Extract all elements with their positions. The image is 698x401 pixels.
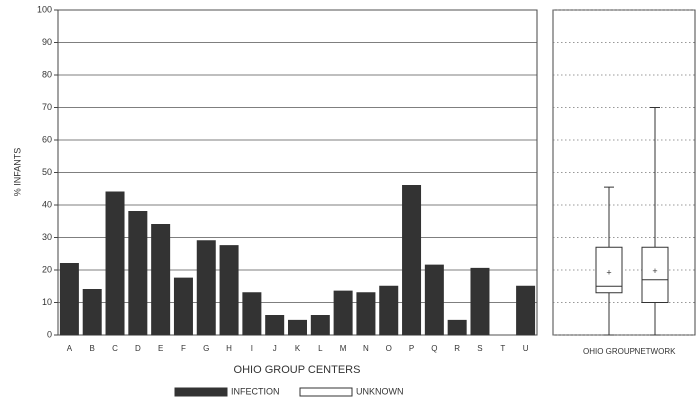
bar [105, 191, 125, 336]
y-tick-label: 50 [42, 167, 52, 177]
x-tick-label: K [295, 344, 301, 353]
bar [356, 292, 376, 336]
y-tick-label: 90 [42, 37, 52, 47]
bar [59, 263, 79, 336]
box [641, 246, 669, 303]
x-tick-label: M [340, 344, 347, 353]
y-tick-label: 30 [42, 232, 52, 242]
y-tick-label: 20 [42, 264, 52, 274]
bar [310, 315, 330, 336]
bar [265, 315, 285, 336]
mean-marker: + [606, 268, 611, 278]
y-tick-label: 10 [42, 297, 52, 307]
x-tick-label: P [409, 344, 414, 353]
box [595, 246, 623, 294]
y-tick-label: 40 [42, 199, 52, 209]
x-tick-label: D [135, 344, 141, 353]
bar [173, 277, 193, 336]
bar [402, 185, 422, 336]
x-tick-label: F [181, 344, 186, 353]
y-axis-label: % INFANTS [12, 148, 22, 197]
bar [424, 264, 444, 336]
x-tick-label: J [273, 344, 277, 353]
y-tick-label: 70 [42, 102, 52, 112]
bar [242, 292, 262, 336]
x-tick-label: Q [431, 344, 437, 353]
x-tick-label: NETWORK [635, 347, 677, 356]
x-tick-label: H [226, 344, 232, 353]
x-tick-label: T [500, 344, 505, 353]
x-tick-label: E [158, 344, 163, 353]
y-tick-label: 60 [42, 134, 52, 144]
bar [516, 285, 536, 336]
x-tick-label: L [318, 344, 323, 353]
y-tick-label: 80 [42, 69, 52, 79]
x-tick-label: O [386, 344, 392, 353]
bar [151, 224, 171, 336]
x-tick-label: B [90, 344, 95, 353]
bar [82, 289, 102, 336]
bar [333, 290, 353, 336]
bar [447, 319, 467, 336]
x-tick-label: S [477, 344, 482, 353]
legend-swatch [174, 387, 228, 397]
x-tick-label: A [67, 344, 73, 353]
legend-swatch [299, 387, 353, 397]
bar [128, 211, 148, 336]
y-tick-label: 100 [37, 4, 52, 14]
x-tick-label: I [251, 344, 253, 353]
mean-marker: + [652, 266, 657, 276]
x-tick-label: C [112, 344, 118, 353]
x-tick-label: R [454, 344, 460, 353]
bar [379, 285, 399, 336]
x-tick-label: G [203, 344, 209, 353]
bar [219, 245, 239, 336]
bar [196, 240, 216, 336]
legend-label: UNKNOWN [356, 386, 404, 396]
legend-label: INFECTION [231, 386, 280, 396]
y-tick-label: 0 [47, 329, 52, 339]
bar [288, 319, 307, 336]
x-tick-label: U [523, 344, 529, 353]
x-tick-label: N [363, 344, 369, 353]
x-axis-label: OHIO GROUP CENTERS [234, 364, 361, 376]
bar [470, 267, 490, 336]
x-tick-label: OHIO GROUP [583, 347, 635, 356]
